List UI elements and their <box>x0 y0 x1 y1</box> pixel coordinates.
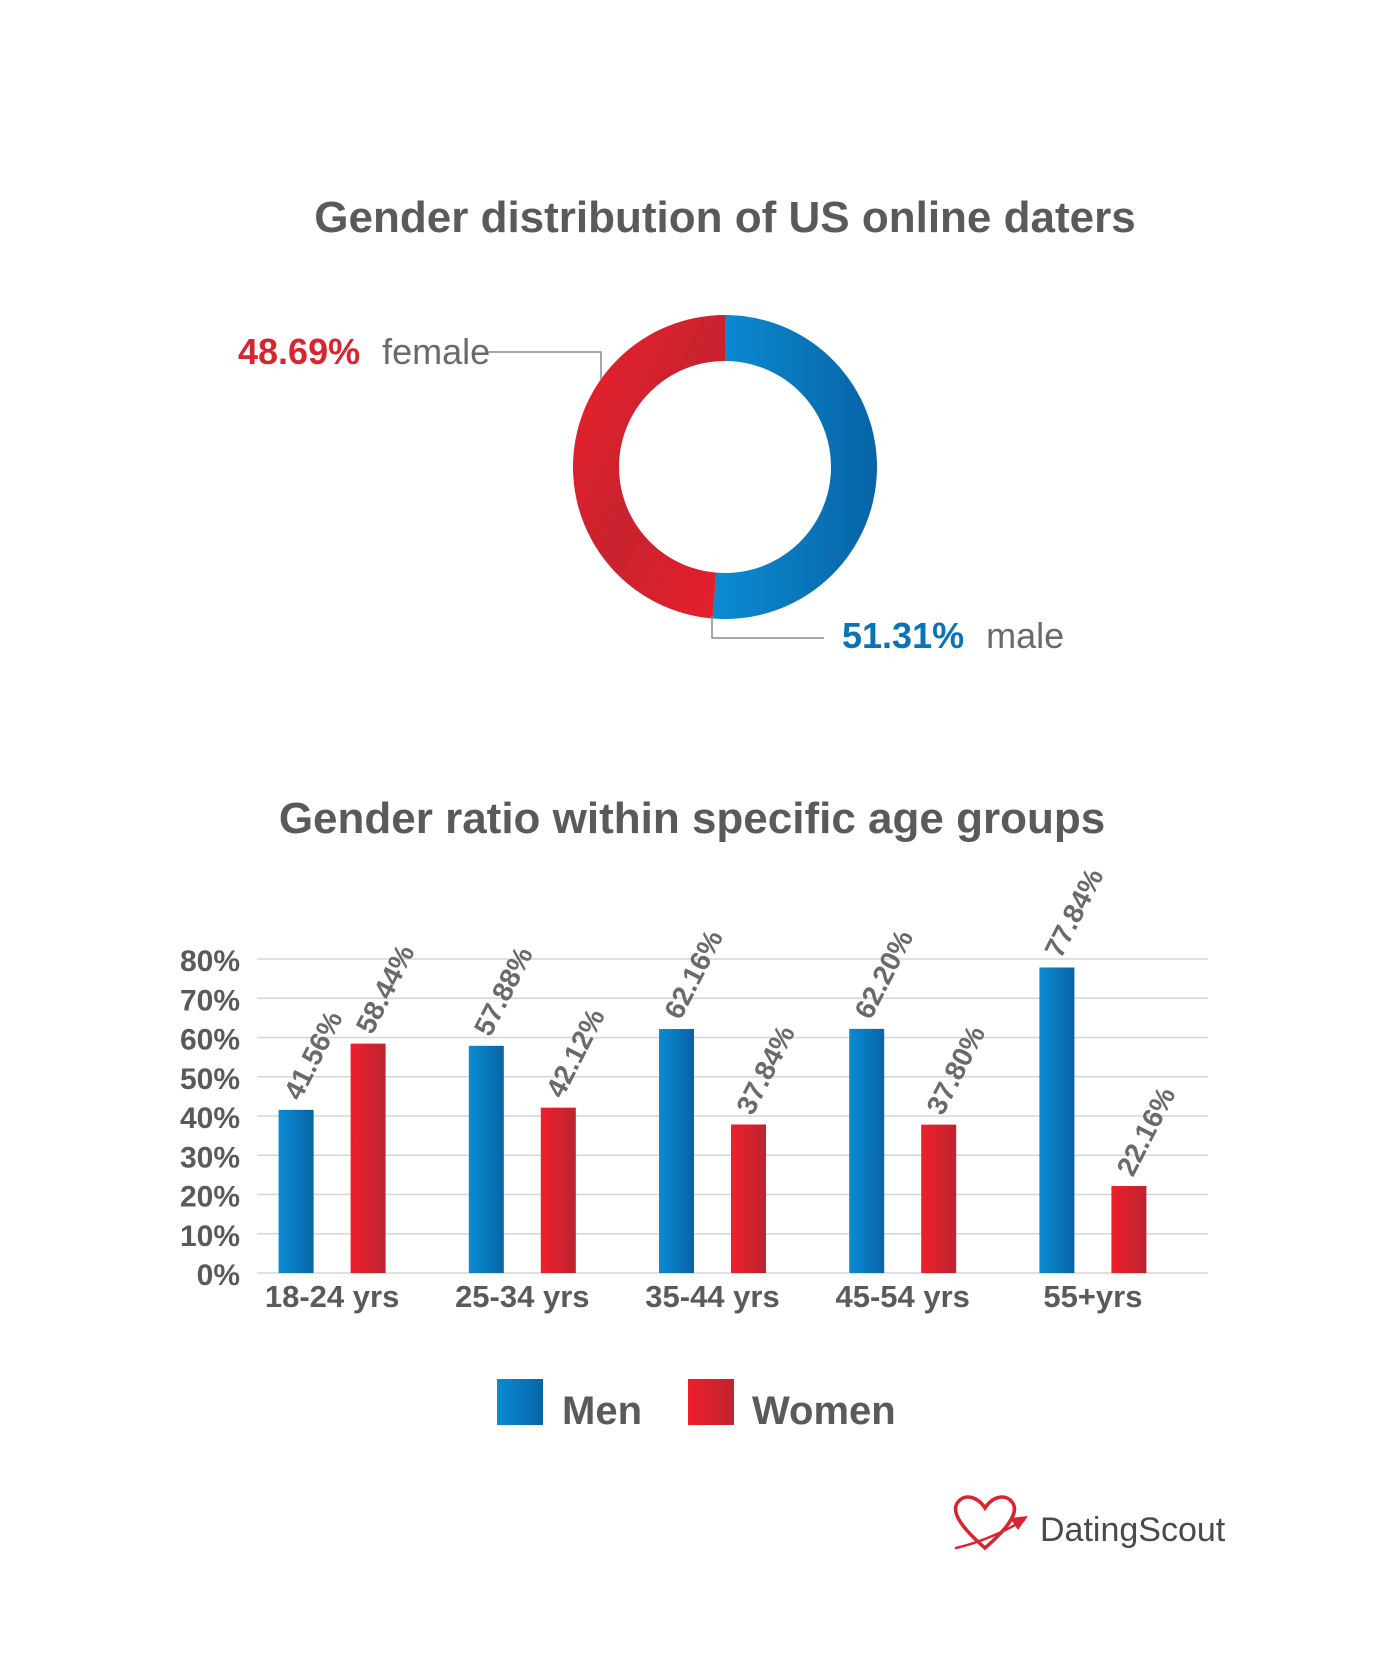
donut-title: Gender distribution of US online daters <box>314 193 1135 242</box>
data-label-men-3: 62.20% <box>848 925 919 1024</box>
bar-women-3 <box>921 1124 957 1273</box>
data-label-women-4: 22.16% <box>1111 1082 1182 1181</box>
heart-arrow-icon <box>953 1495 1028 1551</box>
datingscout-logo: DatingScout <box>953 1495 1226 1551</box>
y-tick-label: 20% <box>180 1181 240 1214</box>
y-tick-label: 40% <box>180 1102 240 1135</box>
data-label-men-4: 77.84% <box>1039 863 1110 962</box>
data-label-women-1: 42.12% <box>540 1004 611 1103</box>
male-leader-line <box>711 616 824 639</box>
bar-women-2 <box>731 1124 766 1273</box>
donut-slice-female <box>572 315 725 619</box>
bar-chart-bars <box>278 967 1147 1273</box>
male-callout-text: 51.31% male <box>842 615 1064 656</box>
data-label-men-0: 41.56% <box>278 1006 349 1105</box>
bar-women-0 <box>350 1043 386 1273</box>
legend-label-men: Men <box>562 1389 642 1433</box>
y-tick-label: 60% <box>180 1024 240 1057</box>
bar-women-4 <box>1111 1186 1147 1273</box>
x-tick-label: 55+yrs <box>1043 1279 1142 1314</box>
x-tick-label: 25-34 yrs <box>455 1279 589 1314</box>
x-tick-label: 18-24 yrs <box>265 1279 399 1314</box>
donut-slice-male <box>712 315 877 619</box>
legend: Men Women <box>497 1379 896 1433</box>
data-label-women-2: 37.84% <box>730 1020 801 1119</box>
x-tick-label: 45-54 yrs <box>835 1279 969 1314</box>
bar-chart-title: Gender ratio within specific age groups <box>279 794 1105 843</box>
data-label-men-2: 62.16% <box>658 925 729 1024</box>
male-percent: 51.31% <box>842 615 964 656</box>
data-label-men-1: 57.88% <box>468 942 539 1041</box>
legend-swatch-men <box>497 1379 543 1425</box>
legend-swatch-women <box>688 1379 734 1425</box>
female-callout: 48.69% female <box>238 331 602 380</box>
bar-men-0 <box>278 1109 314 1273</box>
bar-men-4 <box>1039 967 1075 1273</box>
bar-chart-gridlines <box>257 958 1208 1274</box>
bar-men-3 <box>849 1028 885 1273</box>
female-label: female <box>382 331 490 372</box>
y-tick-label: 70% <box>180 984 240 1017</box>
bar-chart-y-axis: 0% 10% 20% 30% 40% 50% 60% 70% 80% <box>180 945 240 1292</box>
brand-name: DatingScout <box>1040 1511 1226 1549</box>
bar-men-1 <box>468 1045 504 1273</box>
y-tick-label: 30% <box>180 1141 240 1174</box>
y-tick-label: 50% <box>180 1063 240 1096</box>
donut-chart <box>572 315 877 619</box>
y-tick-label: 10% <box>180 1220 240 1253</box>
data-label-women-0: 58.44% <box>350 940 421 1039</box>
y-tick-label: 0% <box>197 1259 240 1292</box>
male-callout: 51.31% male <box>711 615 1064 656</box>
x-tick-label: 35-44 yrs <box>645 1279 779 1314</box>
female-callout-text: 48.69% female <box>238 331 490 372</box>
y-tick-label: 80% <box>180 945 240 978</box>
bar-women-1 <box>540 1107 576 1273</box>
female-percent: 48.69% <box>238 331 360 372</box>
legend-label-women: Women <box>752 1389 896 1433</box>
data-label-women-3: 37.80% <box>920 1021 991 1120</box>
bar-men-2 <box>659 1029 694 1273</box>
male-label: male <box>986 615 1064 656</box>
bar-chart-x-axis: 18-24 yrs 25-34 yrs 35-44 yrs 45-54 yrs 55+y… <box>265 1279 1143 1314</box>
female-leader-line <box>488 351 602 380</box>
